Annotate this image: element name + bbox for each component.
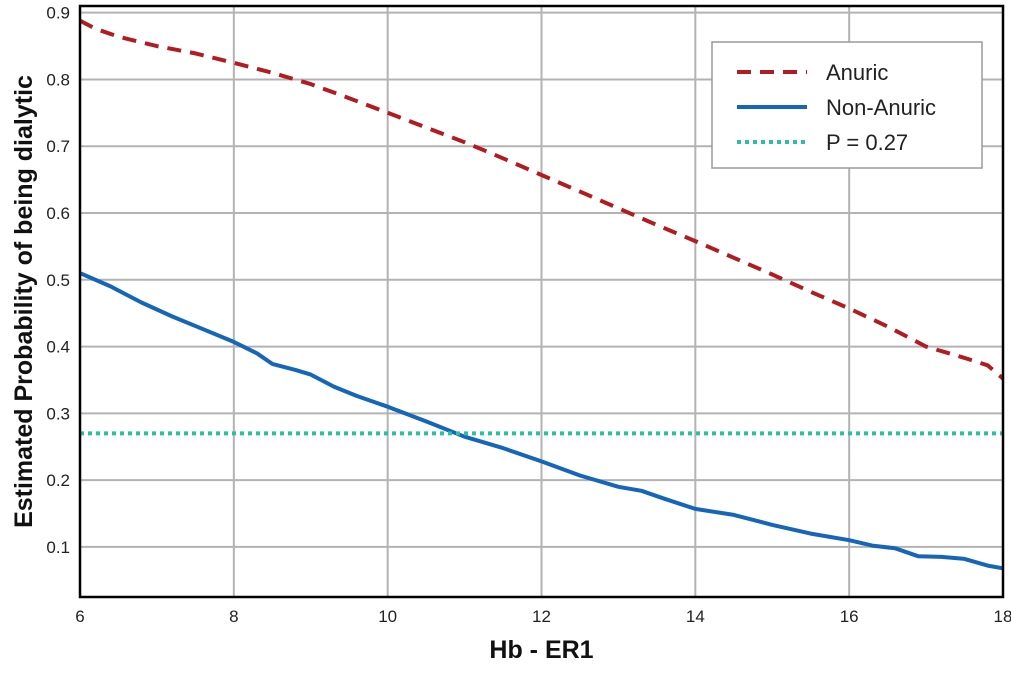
y-tick-label: 0.3 (46, 404, 70, 423)
series-line-anuric (79, 18, 1005, 381)
y-tick-label: 0.4 (46, 338, 70, 357)
y-tick-label: 0.8 (46, 70, 70, 89)
y-tick-label: 0.6 (46, 204, 70, 223)
series-layer (79, 18, 1005, 571)
x-tick-label: 6 (75, 607, 84, 626)
y-axis-title: Estimated Probability of being dialytic (10, 75, 38, 528)
legend-label: Non-Anuric (826, 95, 936, 120)
x-axis-title: Hb - ER1 (489, 636, 593, 664)
series-line-non-anuric (79, 271, 1004, 571)
y-axis-ticks: 0.1 0.2 0.3 0.4 0.5 0.6 0.7 0.8 0.9 (46, 4, 70, 557)
x-tick-label: 14 (686, 607, 705, 626)
legend: Anuric Non-Anuric P = 0.27 (711, 41, 983, 169)
x-axis-ticks: 6 8 10 12 14 16 18 (75, 607, 1011, 626)
x-tick-label: 16 (840, 607, 859, 626)
x-tick-label: 8 (229, 607, 238, 626)
y-tick-label: 0.7 (46, 137, 70, 156)
legend-label: Anuric (826, 60, 888, 85)
plot-frame (78, 4, 1005, 599)
y-tick-label: 0.5 (46, 271, 70, 290)
x-tick-label: 12 (532, 607, 551, 626)
x-tick-label: 18 (994, 607, 1011, 626)
y-tick-label: 0.9 (46, 4, 70, 23)
x-tick-label: 10 (378, 607, 397, 626)
legend-label: P = 0.27 (826, 130, 908, 155)
y-tick-label: 0.1 (46, 538, 70, 557)
y-tick-label: 0.2 (46, 471, 70, 490)
